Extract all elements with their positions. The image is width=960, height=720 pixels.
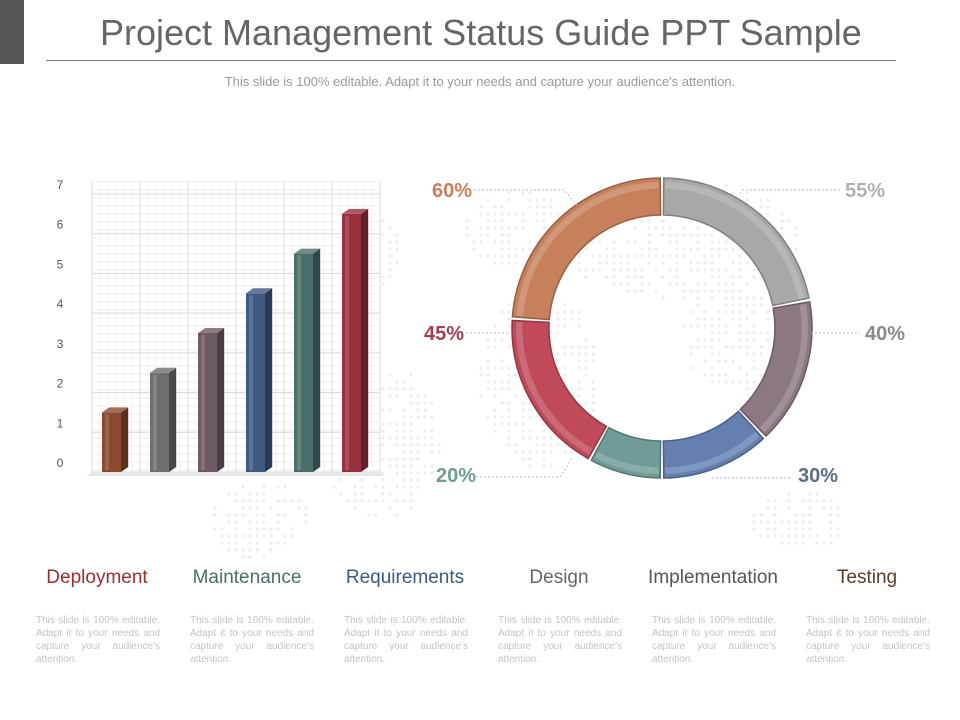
- y-tick-label: 0: [57, 456, 64, 470]
- donut-segment: [590, 426, 662, 479]
- bar-maintenance: [150, 367, 177, 472]
- category-description-design: This slide is 100% editable. Adapt it to…: [498, 615, 622, 665]
- category-label-implementation: Implementation: [648, 567, 778, 588]
- donut-leader-line: [476, 457, 573, 478]
- y-tick-label: 2: [57, 377, 64, 391]
- y-tick-label: 4: [57, 297, 64, 311]
- donut-segment: [511, 319, 608, 460]
- category-label-design: Design: [529, 567, 589, 588]
- y-tick-label: 5: [57, 257, 64, 271]
- category-label-deployment: Deployment: [46, 567, 148, 588]
- bar-testing: [342, 208, 369, 472]
- donut-chart: 55% 40% 30% 20% 45% 60%: [424, 177, 905, 487]
- y-tick-label: 7: [57, 178, 64, 192]
- category-label-requirements: Requirements: [345, 567, 465, 588]
- y-tick-label: 6: [57, 218, 64, 232]
- bar-requirements: [198, 328, 225, 472]
- category-description-maintenance: This slide is 100% editable. Adapt it to…: [190, 615, 314, 665]
- page-subtitle: This slide is 100% editable. Adapt it to…: [224, 74, 736, 89]
- donut-label: 40%: [865, 323, 905, 345]
- donut-label: 60%: [432, 180, 472, 202]
- y-tick-label: 3: [57, 337, 64, 351]
- category-label-testing: Testing: [836, 567, 898, 588]
- category-description-testing: This slide is 100% editable. Adapt it to…: [806, 615, 930, 665]
- donut-label: 45%: [424, 323, 464, 345]
- y-tick-label: 1: [57, 416, 64, 430]
- donut-label: 55%: [845, 180, 885, 202]
- category-label-maintenance: Maintenance: [192, 567, 302, 588]
- donut-segment: [511, 177, 662, 321]
- donut-label: 30%: [798, 465, 838, 487]
- bar-design: [246, 288, 273, 472]
- donut-segment: [662, 177, 810, 307]
- bar-chart-floor: [86, 472, 384, 476]
- bar-chart: 0 1 2 3 4 5 6 7: [57, 178, 384, 476]
- bar-deployment: [102, 407, 129, 472]
- title-divider: [46, 60, 896, 61]
- category-description-implementation: This slide is 100% editable. Adapt it to…: [652, 615, 776, 665]
- corner-accent-block: [0, 0, 24, 64]
- bar-implementation: [294, 248, 321, 472]
- donut-segment: [739, 300, 813, 438]
- donut-leader-line: [474, 189, 579, 207]
- donut-segment: [662, 410, 765, 479]
- page-title: Project Management Status Guide PPT Samp…: [100, 12, 862, 53]
- category-description-requirements: This slide is 100% editable. Adapt it to…: [344, 615, 468, 665]
- donut-label: 20%: [436, 465, 476, 487]
- category-description-deployment: This slide is 100% editable. Adapt it to…: [36, 615, 160, 665]
